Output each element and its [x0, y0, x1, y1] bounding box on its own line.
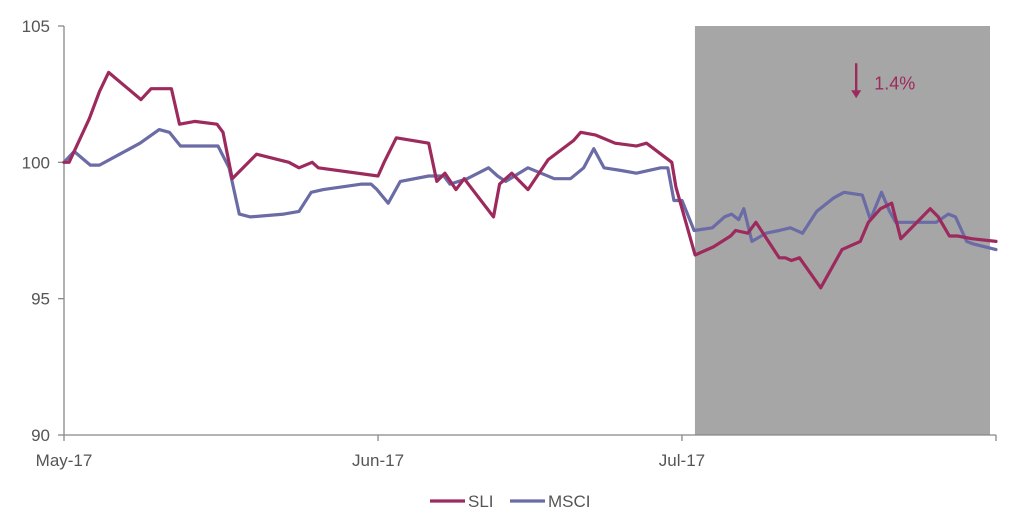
y-tick-label: 95 — [31, 290, 50, 309]
y-tick-label: 90 — [31, 426, 50, 445]
y-tick-label: 100 — [22, 153, 50, 172]
annotation-label: 1.4% — [874, 73, 915, 93]
series-line-msci — [62, 128, 998, 252]
x-tick-label: Jul-17 — [659, 451, 705, 470]
y-tick-label: 105 — [22, 17, 50, 36]
x-tick-label: May-17 — [36, 451, 93, 470]
annotation-down-arrow-icon — [851, 90, 862, 99]
highlight-band — [694, 26, 990, 435]
series-line-sli — [62, 70, 998, 290]
x-tick-label: Jun-17 — [352, 451, 404, 470]
legend-label-msci: MSCI — [548, 492, 591, 511]
legend-label-sli: SLI — [468, 492, 494, 511]
